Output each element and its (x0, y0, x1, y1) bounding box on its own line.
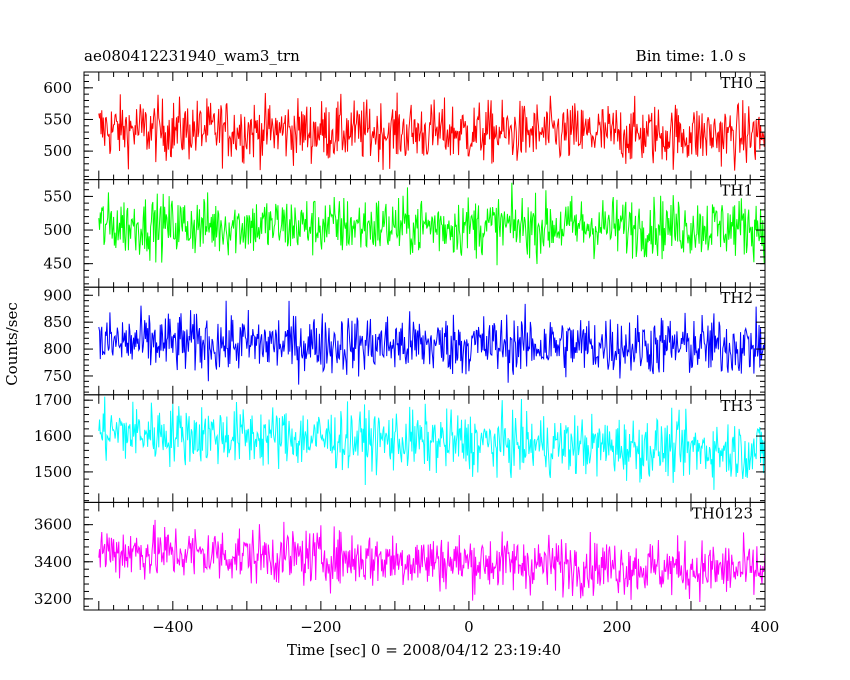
panels-group: 500 550 600 TH0 450 500 550 TH1 750 800 850 900 TH2 1… (34, 71, 766, 611)
panel-th0123: 3200 3400 3600 TH0123 (34, 501, 766, 611)
x-tick-label: −200 (300, 618, 341, 636)
x-tick-label: 200 (603, 618, 632, 636)
series-line-th0 (98, 92, 765, 171)
y-tick-label: 850 (43, 313, 72, 331)
y-tick-label: 3600 (34, 516, 72, 534)
y-tick-label: 500 (43, 221, 72, 239)
panel-label-th2: TH2 (720, 289, 753, 307)
x-axis-label: Time [sec] 0 = 2008/04/12 23:19:40 (287, 641, 561, 659)
panel-label-th1: TH1 (720, 182, 753, 200)
y-tick-label: 550 (43, 110, 72, 128)
panel-th3: 1500 1600 1700 TH3 (34, 391, 766, 503)
chart-title: ae080412231940_wam3_trn (84, 47, 300, 65)
y-tick-label: 1700 (34, 391, 72, 409)
y-tick-label: 1600 (34, 427, 72, 445)
x-axis: −400 −200 0 200 400 (152, 618, 779, 636)
x-tick-label: −400 (152, 618, 193, 636)
y-tick-label: 500 (43, 142, 72, 160)
series-line-th3 (98, 396, 765, 490)
series-line-th2 (98, 300, 765, 385)
y-axis-label: Counts/sec (3, 302, 21, 386)
y-tick-label: 750 (43, 367, 72, 385)
series-line-th0123 (98, 519, 765, 602)
y-tick-label: 550 (43, 187, 72, 205)
y-tick-label: 1500 (34, 463, 72, 481)
y-tick-label: 3200 (34, 590, 72, 608)
panel-label-th0123: TH0123 (692, 504, 753, 522)
panel-th2: 750 800 850 900 TH2 (43, 286, 766, 396)
panel-th0: 500 550 600 TH0 (43, 71, 766, 181)
y-tick-label: 800 (43, 340, 72, 358)
y-tick-label: 3400 (34, 553, 72, 571)
panel-label-th0: TH0 (720, 74, 753, 92)
panel-label-th3: TH3 (720, 397, 753, 415)
y-tick-label: 600 (43, 79, 72, 97)
y-tick-label: 900 (43, 286, 72, 304)
panel-th1: 450 500 550 TH1 (43, 179, 766, 288)
x-tick-label: 0 (464, 618, 474, 636)
y-tick-label: 450 (43, 255, 72, 273)
series-line-th1 (98, 182, 765, 266)
bin-time-label: Bin time: 1.0 s (636, 47, 746, 65)
x-tick-label: 400 (751, 618, 780, 636)
